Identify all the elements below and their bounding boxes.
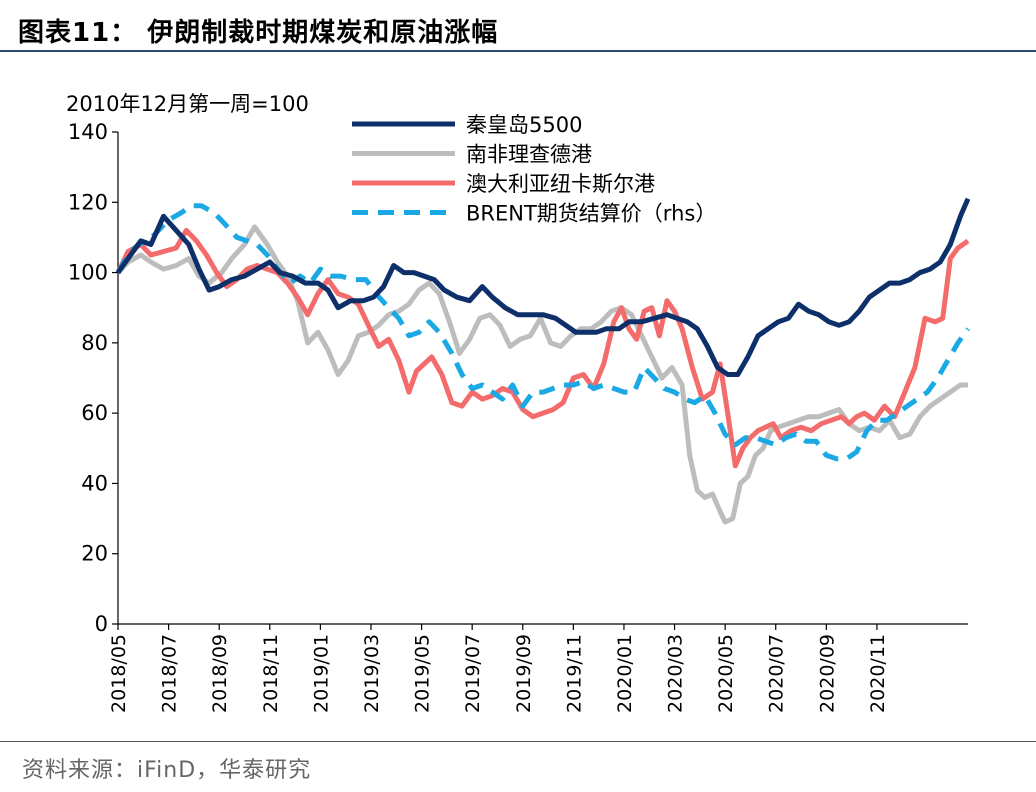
x-tick-label: 2018/07 [159,634,181,713]
legend-label-3: BRENT期货结算价（rhs） [466,202,716,226]
x-tick-label: 2019/09 [513,634,535,713]
legend-label-1: 南非理查德港 [466,143,592,167]
x-tick-label: 2020/03 [665,634,687,713]
series-line-0 [115,197,971,377]
x-tick-label: 2018/11 [260,634,282,713]
x-tick-label: 2020/05 [715,634,737,713]
y-tick-label: 40 [81,471,108,495]
source-note: 资料来源：iFinD，华泰研究 [22,758,312,783]
legend-label-2: 澳大利亚纽卡斯尔港 [466,172,655,196]
y-axis-unit-label: 2010年12月第一周=100 [66,92,309,116]
x-tick-label: 2020/01 [614,634,636,713]
legend-label-0: 秦皇岛5500 [466,113,582,137]
series-line-1 [116,224,968,525]
y-tick-label: 0 [95,612,108,636]
line-chart: 0 20 40 60 80 100 120 140 2018/05 2018/07 2018/09 2… [66,92,971,713]
y-tick-label: 100 [68,261,108,285]
series-layer [115,197,971,525]
figure-title: 图表11： 伊朗制裁时期煤炭和原油涨幅 [18,18,499,48]
x-tick-label: 2020/11 [867,634,889,713]
y-tick-label: 120 [68,190,108,214]
title-rule [0,50,1036,52]
axes-layer: 0 20 40 60 80 100 120 140 2018/05 2018/07 2018/09 2… [68,120,968,713]
x-tick-label: 2019/01 [310,634,332,713]
x-tick-label: 2020/09 [816,634,838,713]
y-tick-label: 140 [68,120,108,144]
x-tick-label: 2020/07 [766,634,788,713]
x-tick-label: 2019/11 [563,634,585,713]
x-tick-label: 2018/09 [209,634,231,713]
x-tick-label: 2018/05 [108,634,130,713]
x-tick-label: 2019/03 [361,634,383,713]
x-tick-label: 2019/07 [462,634,484,713]
source-rule [0,741,1036,742]
series-line-2 [115,227,970,469]
y-tick-label: 20 [81,542,108,566]
y-tick-label: 80 [81,331,108,355]
x-tick-label: 2019/05 [412,634,434,713]
series-line-3 [115,203,971,462]
y-tick-label: 60 [81,401,108,425]
